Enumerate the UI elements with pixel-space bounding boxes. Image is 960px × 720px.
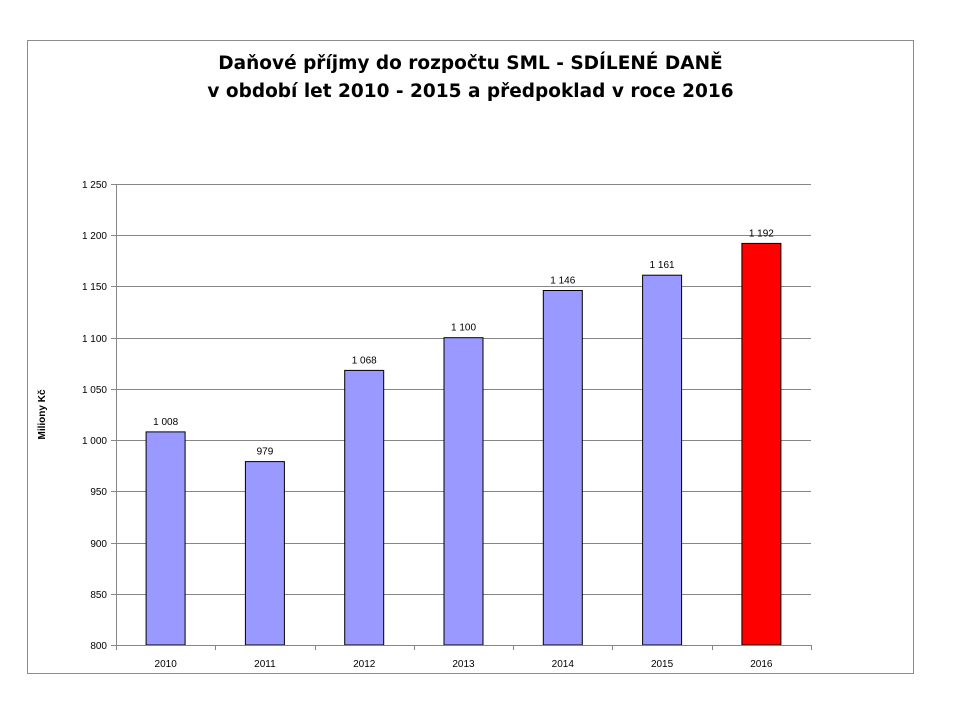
chart-title-line: Daňové příjmy do rozpočtu SML - SDÍLENÉ … [218, 53, 723, 74]
y-tick-label: 950 [90, 487, 107, 498]
y-tick-label: 1 000 [82, 436, 107, 447]
y-tick-label: 1 100 [82, 334, 107, 345]
bar [642, 274, 683, 646]
x-tick-label: 2013 [452, 659, 475, 670]
x-tick-label: 2011 [254, 659, 276, 670]
y-tick-label: 1 250 [82, 180, 107, 191]
bar [443, 337, 484, 646]
data-label: 1 192 [749, 228, 774, 239]
bar [145, 431, 186, 646]
y-axis-title: Miliony Kč [37, 389, 48, 439]
x-tick-label: 2014 [552, 659, 575, 670]
data-label: 1 068 [352, 355, 377, 366]
y-tick-label: 800 [90, 641, 107, 652]
bar-chart-plot: 800 850 900 950 1 000 1 050 1 100 1 150 1 200 1 2… [37, 180, 812, 670]
x-tick-label: 2015 [651, 659, 674, 670]
chart-title: Daňové příjmy do rozpočtu SML - SDÍLENÉ … [28, 50, 913, 106]
data-label: 1 161 [650, 260, 675, 271]
bar [542, 290, 583, 646]
data-label: 1 100 [451, 323, 476, 334]
y-tick-label: 1 200 [82, 231, 107, 242]
bar [741, 242, 782, 646]
chart-subtitle-line: v období let 2010 - 2015 a předpoklad v … [207, 81, 734, 102]
data-label: 1 008 [153, 417, 178, 428]
data-label: 979 [257, 447, 274, 458]
bar [244, 461, 285, 646]
data-label: 1 146 [550, 276, 575, 287]
y-tick-label: 1 050 [82, 385, 107, 396]
y-tick-label: 850 [90, 590, 107, 601]
bar [344, 369, 385, 646]
x-tick-label: 2016 [750, 659, 773, 670]
x-tick-label: 2012 [353, 659, 376, 670]
y-tick-label: 900 [90, 539, 107, 550]
y-tick-label: 1 150 [82, 282, 107, 293]
x-tick-label: 2010 [155, 659, 178, 670]
chart-area: Daňové příjmy do rozpočtu SML - SDÍLENÉ … [27, 40, 914, 674]
